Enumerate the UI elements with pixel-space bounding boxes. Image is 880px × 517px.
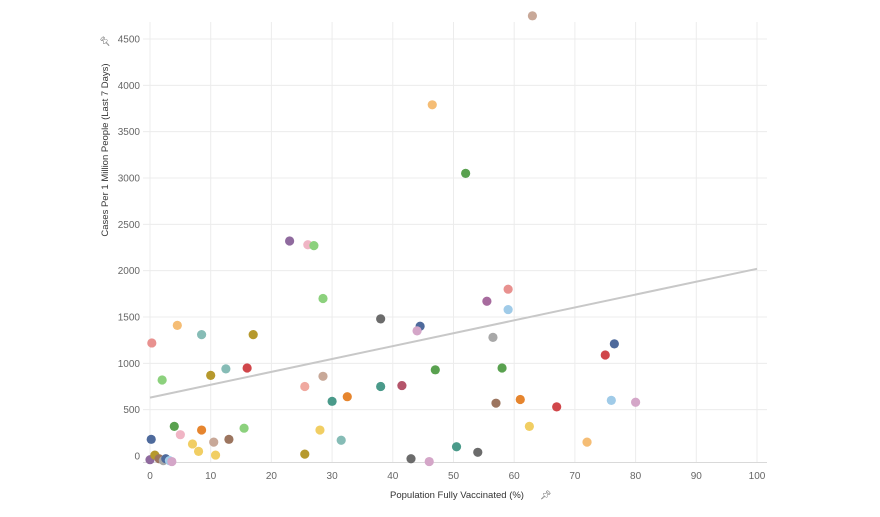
data-point[interactable] — [503, 284, 513, 294]
data-point[interactable] — [167, 456, 177, 467]
data-point[interactable] — [327, 396, 337, 406]
data-point[interactable] — [609, 339, 619, 349]
y-tick-label: 4500 — [118, 35, 141, 46]
y-tick-label: 4000 — [118, 81, 141, 92]
data-point[interactable] — [451, 442, 462, 452]
x-tick-label: 70 — [569, 471, 581, 482]
data-point[interactable] — [336, 435, 346, 445]
data-point[interactable] — [196, 425, 207, 435]
data-point[interactable] — [242, 363, 252, 373]
data-point[interactable] — [397, 380, 407, 391]
y-tick-label: 500 — [123, 405, 140, 416]
data-point[interactable] — [206, 370, 216, 380]
data-points — [145, 11, 641, 467]
data-point[interactable] — [285, 236, 295, 246]
y-tick-label: 3000 — [118, 174, 141, 185]
data-point[interactable] — [300, 449, 310, 459]
data-point[interactable] — [424, 456, 434, 467]
data-point[interactable] — [318, 293, 328, 304]
x-tick-label: 10 — [205, 471, 217, 482]
data-point[interactable] — [488, 332, 498, 342]
data-point[interactable] — [497, 363, 507, 373]
data-point[interactable] — [503, 304, 513, 315]
data-point[interactable] — [473, 447, 483, 457]
data-point[interactable] — [482, 296, 492, 306]
data-point[interactable] — [239, 423, 249, 433]
data-point[interactable] — [318, 371, 328, 381]
data-point[interactable] — [224, 434, 234, 444]
trendline-group — [149, 267, 758, 399]
data-point[interactable] — [210, 450, 221, 460]
data-point[interactable] — [169, 421, 179, 431]
data-point[interactable] — [376, 314, 386, 324]
data-point[interactable] — [376, 381, 386, 392]
y-tick-label: 1000 — [118, 359, 141, 370]
x-tick-label: 0 — [147, 471, 153, 482]
data-point[interactable] — [157, 375, 167, 385]
x-tick-label: 100 — [749, 471, 766, 482]
x-tick-label: 20 — [266, 471, 278, 482]
data-point[interactable] — [461, 168, 471, 178]
data-point[interactable] — [430, 365, 440, 375]
trendline — [149, 267, 758, 399]
x-tick-label: 90 — [691, 471, 703, 482]
y-tick-label: 1500 — [118, 313, 141, 324]
x-tick-label: 50 — [448, 471, 460, 482]
data-point[interactable] — [412, 326, 422, 336]
x-tick-label: 40 — [387, 471, 399, 482]
y-axis-title: Cases Per 1 Million People (Last 7 Days) — [100, 63, 111, 236]
x-tick-label: 30 — [327, 471, 339, 482]
x-tick-label: 80 — [630, 471, 642, 482]
data-point[interactable] — [309, 241, 319, 251]
data-point[interactable] — [606, 395, 616, 405]
data-point[interactable] — [147, 338, 157, 348]
data-point[interactable] — [248, 330, 258, 340]
data-point[interactable] — [221, 364, 231, 374]
data-point[interactable] — [342, 392, 352, 402]
data-point[interactable] — [527, 11, 538, 21]
data-point[interactable] — [582, 437, 592, 447]
data-point[interactable] — [524, 421, 534, 431]
tick-labels: 0 500 1000 1500 2000 2500 3000 3500 4000 4500 0 10 2… — [118, 35, 766, 483]
data-point[interactable] — [196, 330, 207, 340]
y-tick-label: 0 — [134, 452, 140, 463]
data-point[interactable] — [515, 394, 525, 405]
data-point[interactable] — [427, 100, 437, 110]
data-point[interactable] — [552, 402, 562, 412]
x-tick-label: 60 — [509, 471, 521, 482]
pin-icon[interactable]: 📌︎ — [100, 36, 111, 47]
data-point[interactable] — [315, 425, 325, 435]
y-tick-label: 3500 — [118, 127, 141, 138]
data-point[interactable] — [209, 437, 219, 447]
x-axis-title: Population Fully Vaccinated (%) — [390, 490, 524, 501]
y-tick-label: 2000 — [118, 266, 141, 277]
y-tick-label: 2500 — [118, 220, 141, 231]
data-point[interactable] — [300, 381, 310, 392]
data-point[interactable] — [406, 454, 416, 464]
data-point[interactable] — [146, 434, 156, 444]
data-point[interactable] — [491, 398, 501, 408]
data-point[interactable] — [175, 430, 185, 440]
data-point[interactable] — [187, 439, 198, 449]
grid-lines — [143, 22, 767, 462]
data-point[interactable] — [631, 397, 641, 407]
pin-icon[interactable]: 📌︎ — [540, 490, 551, 501]
data-point[interactable] — [193, 446, 204, 456]
data-point[interactable] — [600, 350, 610, 360]
data-point[interactable] — [172, 320, 182, 330]
